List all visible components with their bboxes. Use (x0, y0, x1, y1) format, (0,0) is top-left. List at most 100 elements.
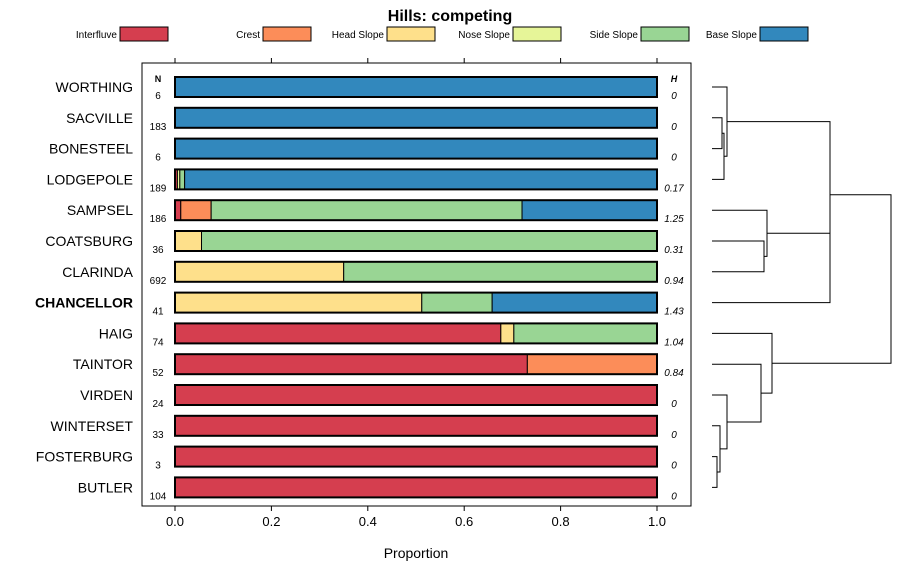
legend: Interfluve Crest Head Slope Nose Slope Side … (76, 26, 809, 42)
x-tick-label: 0.6 (455, 514, 473, 529)
x-axis-label: Proportion (384, 545, 449, 561)
row-label: SAMPSEL (67, 202, 133, 218)
bar-segment-head-slope (174, 292, 423, 314)
n-value: 104 (150, 491, 167, 502)
h-value: 0.84 (664, 368, 684, 379)
x-tick-label: 1.0 (648, 514, 666, 529)
legend-label: Nose Slope (458, 30, 510, 41)
h-value: 0 (671, 491, 677, 502)
bar-outline (174, 199, 658, 222)
row-label: CLARINDA (62, 264, 133, 280)
row-label: LODGEPOLE (47, 171, 133, 187)
legend-label: Crest (236, 30, 260, 41)
bar-segment-side-slope (210, 199, 523, 221)
legend-label: Interfluve (76, 30, 118, 41)
legend-swatch (640, 26, 690, 42)
bar-outline (174, 76, 658, 98)
h-value: 0.31 (664, 245, 683, 256)
bar-segment-base-slope (184, 168, 658, 190)
n-value: 74 (152, 337, 164, 348)
n-value: 3 (155, 461, 161, 472)
dendro-link (712, 232, 831, 304)
bar-segment-interfluve (174, 476, 658, 498)
bar-segment-base-slope (491, 292, 658, 314)
bar-segment-crest (180, 199, 212, 221)
bar-segment-base-slope (174, 107, 658, 129)
row-label: CHANCELLOR (35, 295, 133, 311)
row-label: WORTHING (55, 79, 133, 95)
h-value: 0 (671, 122, 677, 133)
n-value: 189 (150, 183, 167, 194)
bar-outline (174, 291, 658, 314)
dendro-link (712, 86, 728, 157)
dendro-root (772, 194, 892, 364)
h-value: 1.43 (664, 307, 684, 318)
h-column-header: H (671, 74, 678, 84)
x-tick-label: 0.4 (359, 514, 377, 529)
bar-segment-base-slope (521, 199, 658, 221)
legend-swatch (512, 26, 562, 42)
n-column-header: N (155, 74, 162, 84)
chart-title: Hills: competing (388, 8, 512, 25)
row-label: VIRDEN (80, 387, 133, 403)
n-value: 692 (150, 276, 167, 287)
h-value: 0 (671, 91, 677, 102)
x-tick-label: 0.0 (166, 514, 184, 529)
bar-segment-interfluve (174, 322, 502, 344)
legend-swatch (262, 26, 312, 42)
row-label: WINTERSET (51, 418, 134, 434)
bar-segment-side-slope (343, 261, 658, 283)
bar-segment-interfluve (174, 415, 658, 437)
n-value: 52 (152, 368, 164, 379)
bar-segment-head-slope (174, 230, 203, 252)
legend-label: Base Slope (706, 30, 758, 41)
bar-outline (174, 322, 658, 345)
dendro-link (712, 363, 762, 423)
bar-segment-base-slope (174, 138, 658, 160)
bar-segment-interfluve (174, 353, 528, 375)
legend-swatch (119, 26, 169, 42)
bar-segment-side-slope (513, 322, 658, 344)
h-value: 0 (671, 153, 677, 164)
h-value: 1.04 (664, 337, 684, 348)
n-value: 6 (155, 153, 161, 164)
dendro-link (712, 425, 721, 473)
dendro-link (712, 240, 765, 273)
bar-segment-interfluve (174, 446, 658, 468)
legend-swatch (386, 26, 436, 42)
row-label: FOSTERBURG (36, 449, 133, 465)
n-value: 41 (152, 307, 164, 318)
n-value: 183 (150, 122, 167, 133)
x-tick-label: 0.8 (552, 514, 570, 529)
h-value: 1.25 (664, 214, 684, 225)
bar-outline (174, 168, 658, 191)
bar-outline (174, 384, 658, 406)
dendrogram (712, 86, 892, 488)
n-value: 36 (152, 245, 164, 256)
n-value: 33 (152, 430, 164, 441)
h-value: 0 (671, 461, 677, 472)
bar-segment-head-slope (174, 261, 345, 283)
legend-label: Head Slope (332, 30, 385, 41)
h-value: 0.94 (664, 276, 684, 287)
row-label: HAIG (99, 325, 133, 341)
bar-outline (174, 137, 658, 160)
bar-segment-side-slope (421, 292, 493, 314)
x-tick-label: 0.2 (262, 514, 280, 529)
row-label: COATSBURG (45, 233, 133, 249)
dendro-link (712, 209, 768, 257)
row-label: SACVILLE (66, 110, 133, 126)
h-value: 0 (671, 430, 677, 441)
h-value: 0.17 (664, 183, 684, 194)
bar-segment-interfluve (174, 384, 658, 406)
h-value: 0 (671, 399, 677, 410)
row-label: BUTLER (78, 479, 133, 495)
dendro-link (712, 332, 773, 394)
bar-outline (174, 260, 658, 283)
legend-label: Side Slope (590, 30, 639, 41)
bar-segment-crest (526, 353, 658, 375)
dendro-link (712, 117, 723, 150)
n-value: 186 (150, 214, 167, 225)
n-value: 24 (152, 399, 164, 410)
